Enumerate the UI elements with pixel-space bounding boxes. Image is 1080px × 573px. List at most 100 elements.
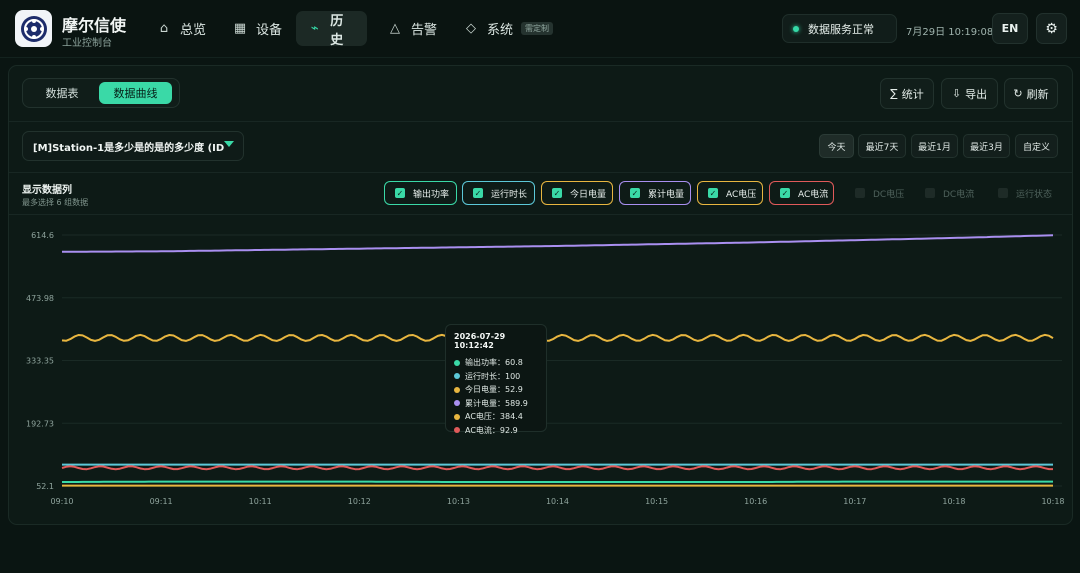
settings-button[interactable]: ⚙ (1036, 13, 1067, 44)
language-button[interactable]: EN (992, 13, 1028, 44)
tooltip-row-text: AC电压：384.4 (465, 412, 523, 422)
checkbox-unchecked-icon (998, 188, 1008, 198)
tooltip-row-text: AC电流：92.9 (465, 425, 518, 435)
nav-overview[interactable]: ⌂ 总览 (145, 11, 218, 46)
nav-devices[interactable]: ▦ 设备 (221, 11, 294, 46)
series-chip-label: 运行时长 (491, 189, 528, 200)
series-chip[interactable]: ✓ 今日电量 (541, 181, 613, 205)
series-chip-label: DC电压 (873, 189, 905, 200)
tooltip-row: 运行时长：100 (454, 370, 538, 384)
station-select[interactable]: [M]Station-1是多少是的是的多少度 (ID (22, 131, 244, 161)
series-line (61, 333, 1054, 342)
home-icon: ⌂ (159, 21, 169, 36)
brand-title: 摩尔信使 (62, 16, 127, 35)
tooltip-row: AC电压：384.4 (454, 410, 538, 424)
current-datetime: 7月29日 10:19:08 (906, 27, 994, 38)
checkbox-unchecked-icon (925, 188, 935, 198)
download-icon: ⇩ (951, 87, 962, 100)
app-logo[interactable] (15, 10, 52, 47)
x-tick-label: 10:18 (1041, 497, 1064, 506)
x-tick-label: 10:12 (348, 497, 371, 506)
tab-data-table[interactable]: 数据表 (45, 87, 79, 100)
nav-alarms[interactable]: △ 告警 (376, 11, 449, 46)
y-tick-label: 614.6 (31, 231, 54, 240)
series-chip-label: AC电流 (798, 189, 829, 200)
stats-button[interactable]: ∑ 统计 (880, 78, 934, 109)
series-line (61, 465, 1053, 471)
diamond-icon: ◇ (466, 21, 476, 36)
nav-label: 系统 (487, 23, 514, 38)
divider (9, 121, 1072, 122)
series-chip-label: 累计电量 (648, 189, 685, 200)
range-today[interactable]: 今天 (819, 134, 854, 158)
trend-icon: ⌁ (310, 21, 319, 36)
series-chip[interactable]: 运行状态 (987, 181, 1058, 205)
nav-label: 告警 (411, 23, 438, 38)
range-3-months[interactable]: 最近3月 (963, 134, 1010, 158)
stats-label: 统计 (901, 87, 924, 101)
status-dot-icon (793, 25, 799, 32)
export-button[interactable]: ⇩ 导出 (941, 78, 998, 109)
series-chip-label: AC电压 (726, 189, 757, 200)
series-chip[interactable]: DC电流 (914, 181, 980, 205)
series-chip[interactable]: DC电压 (844, 181, 908, 205)
tooltip-row: 今日电量：52.9 (454, 383, 538, 397)
sigma-icon: ∑ (890, 87, 898, 100)
x-tick-label: 10:11 (249, 497, 272, 506)
checkbox-checked-icon: ✓ (630, 188, 640, 198)
station-select-value: [M]Station-1是多少是的是的多少度 (ID (33, 142, 225, 154)
chevron-down-icon (224, 141, 234, 147)
tooltip-row-text: 累计电量：589.9 (465, 398, 528, 408)
status-text: 数据服务正常 (808, 22, 874, 36)
x-tick-label: 10:15 (645, 497, 668, 506)
gear-icon: ⚙ (1045, 20, 1058, 37)
range-custom[interactable]: 自定义 (1015, 134, 1058, 158)
tab-data-curve[interactable]: 数据曲线 (99, 82, 172, 104)
x-tick-label: 10:13 (447, 497, 470, 506)
legend-dot-icon (454, 400, 460, 407)
series-chip[interactable]: ✓ AC电流 (769, 181, 834, 205)
checkbox-checked-icon: ✓ (780, 188, 790, 198)
x-tick-label: 09:10 (50, 497, 73, 506)
series-panel-title: 显示数据列 (22, 185, 72, 196)
grid-icon: ▦ (233, 21, 247, 36)
nav-label: 设备 (256, 23, 283, 38)
legend-dot-icon (454, 386, 460, 393)
tooltip-row: 累计电量：589.9 (454, 397, 538, 411)
series-chip[interactable]: ✓ 累计电量 (619, 181, 691, 205)
nav-label: 总览 (180, 23, 207, 38)
view-toggle: 数据表 数据曲线 (22, 78, 180, 108)
series-chip-label: 输出功率 (413, 189, 450, 200)
custom-badge: 需定制 (521, 22, 554, 35)
nav-history[interactable]: ⌁ 历史 (296, 11, 367, 48)
checkbox-checked-icon: ✓ (708, 188, 718, 198)
series-chip[interactable]: ✓ AC电压 (697, 181, 763, 205)
tooltip-row: AC电流：92.9 (454, 424, 538, 438)
range-7-days[interactable]: 最近7天 (858, 134, 906, 158)
series-chip-label: 运行状态 (1016, 189, 1053, 200)
series-chip-label: DC电流 (943, 189, 975, 200)
x-tick-label: 10:18 (942, 497, 965, 506)
export-label: 导出 (965, 87, 988, 101)
range-1-month[interactable]: 最近1月 (911, 134, 958, 158)
brand-subtitle: 工业控制台 (62, 38, 112, 49)
x-tick-label: 10:17 (843, 497, 866, 506)
nav-system[interactable]: ◇ 系统 需定制 (452, 11, 565, 46)
divider (9, 172, 1072, 173)
tooltip-time: 2026-07-29 10:12:42 (454, 332, 506, 350)
legend-dot-icon (454, 413, 460, 420)
tooltip-row-text: 今日电量：52.9 (465, 385, 523, 395)
top-navigation-bar: 摩尔信使 工业控制台 ⌂ 总览 ▦ 设备 ⌁ 历史 △ 告警 ◇ 系统 需定制 … (0, 0, 1080, 58)
chart-tooltip: 2026-07-29 10:12:42 输出功率：60.8 运行时长：100 今日电… (445, 324, 547, 435)
series-panel-subtitle: 最多选择 6 组数据 (22, 198, 89, 207)
refresh-button[interactable]: ↻ 刷新 (1004, 78, 1058, 109)
checkbox-checked-icon: ✓ (395, 188, 405, 198)
x-tick-label: 09:11 (150, 497, 173, 506)
alert-triangle-icon: △ (390, 21, 400, 36)
tooltip-rows: 输出功率：60.8 运行时长：100 今日电量：52.9 累计电量：589.9 AC电压… (454, 356, 538, 437)
tooltip-row-text: 运行时长：100 (465, 371, 521, 381)
tooltip-row: 输出功率：60.8 (454, 356, 538, 370)
series-chip[interactable]: ✓ 输出功率 (384, 181, 457, 205)
series-chip[interactable]: ✓ 运行时长 (462, 181, 535, 205)
legend-dot-icon (454, 359, 460, 366)
